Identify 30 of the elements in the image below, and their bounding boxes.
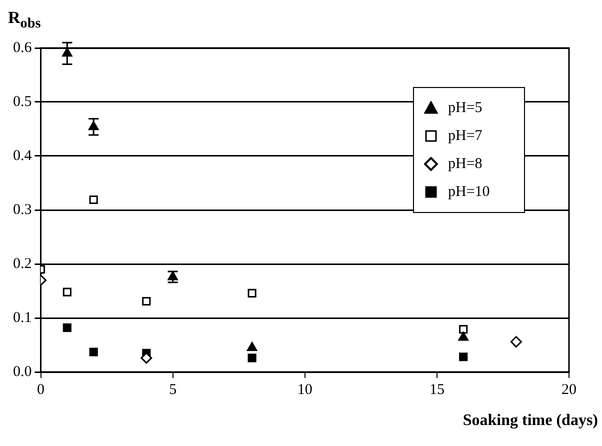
- y-tick-label: 0.6: [13, 40, 32, 56]
- legend-label: pH=8: [448, 156, 482, 172]
- y-tick-label: 0.0: [13, 364, 32, 380]
- y-tick-label: 0.4: [13, 148, 32, 164]
- point: [246, 342, 258, 351]
- y-tick-label: 0.3: [13, 202, 32, 218]
- point: [89, 348, 98, 356]
- y-tick-label: 0.1: [13, 310, 32, 326]
- point: [248, 354, 256, 362]
- x-tick-label: 10: [297, 382, 312, 398]
- point: [62, 288, 72, 296]
- legend-label: pH=5: [448, 100, 482, 116]
- y-tick-label: 0.5: [13, 94, 32, 110]
- point: [510, 336, 522, 348]
- point: [89, 195, 98, 204]
- y-tick-label: 0.2: [13, 256, 32, 272]
- x-tick-label: 0: [37, 382, 44, 398]
- point: [62, 323, 72, 332]
- x-axis-title: Soaking time (days): [462, 412, 598, 430]
- legend-label: pH=7: [448, 128, 482, 144]
- x-tick-label: 20: [562, 382, 576, 398]
- x-tick-label: 15: [429, 382, 444, 398]
- point: [458, 332, 468, 341]
- y-axis-title: R$_{obs}$: [8, 8, 41, 32]
- legend-label: pH=10: [448, 184, 490, 200]
- point: [248, 288, 256, 298]
- point: [459, 352, 468, 362]
- point: [459, 325, 468, 334]
- x-tick-label: 5: [169, 382, 177, 398]
- point: [142, 296, 151, 306]
